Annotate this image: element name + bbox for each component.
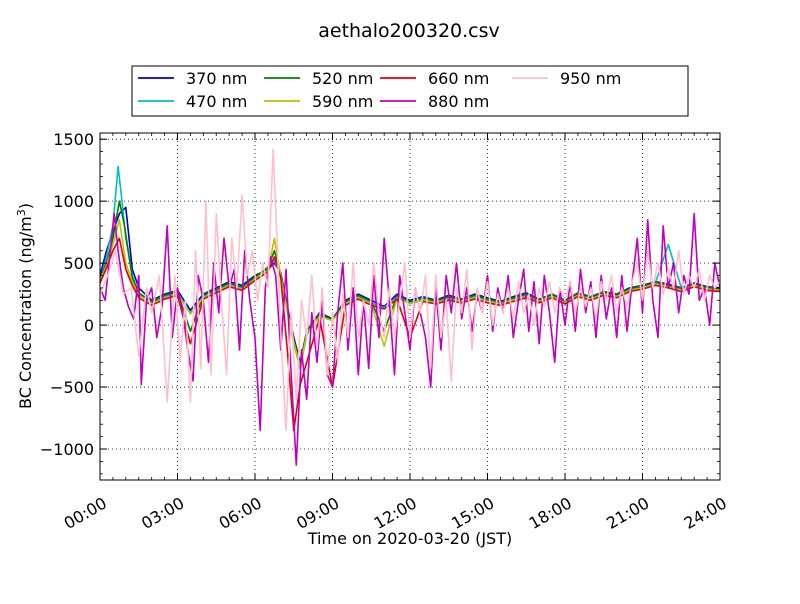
grid-lines <box>100 133 720 480</box>
y-tick-label: 500 <box>63 254 94 273</box>
y-axis-label-sup: 3 <box>15 209 28 216</box>
legend-label: 590 nm <box>312 92 373 111</box>
chart-legend: 370 nm 470 nm 520 nm 590 nm 660 nm 880 nm 950 … <box>131 65 689 117</box>
y-tick-label: 1000 <box>53 192 94 211</box>
series-line-950-nm <box>100 148 720 432</box>
y-axis-label-close: ) <box>16 203 35 209</box>
series-lines <box>100 148 720 466</box>
y-tick-label: 0 <box>84 316 94 335</box>
legend-label: 520 nm <box>312 69 373 88</box>
series-line-880-nm <box>100 212 720 466</box>
legend-label: 660 nm <box>428 69 489 88</box>
legend-label: 950 nm <box>560 69 621 88</box>
y-axis-label-main: BC Concentration (ng/m <box>16 216 35 409</box>
x-axis-label: Time on 2020-03-20 (JST) <box>307 529 512 548</box>
legend-label: 370 nm <box>186 69 247 88</box>
y-tick-label: −500 <box>50 378 94 397</box>
y-tick-label: −1000 <box>40 440 94 459</box>
legend-box <box>131 65 689 117</box>
y-tick-label: 1500 <box>53 130 94 149</box>
chart-title: aethalo200320.csv <box>318 20 500 42</box>
legend-label: 470 nm <box>186 92 247 111</box>
legend-label: 880 nm <box>428 92 489 111</box>
y-axis-label: BC Concentration (ng/m3) <box>15 203 35 409</box>
